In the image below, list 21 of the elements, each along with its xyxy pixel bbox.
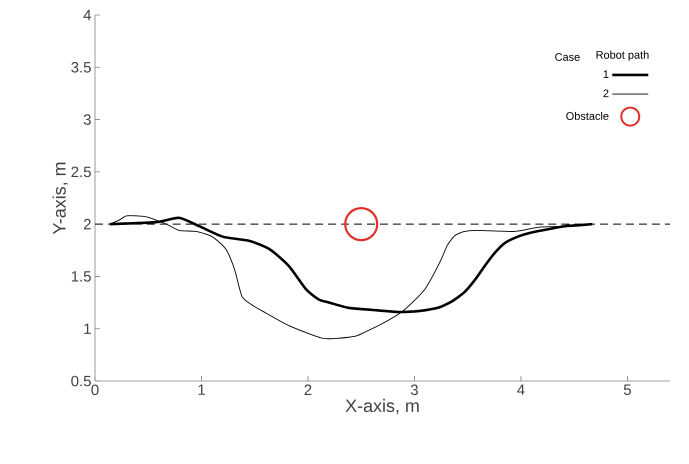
- legend-title: Case: [555, 53, 580, 61]
- y-tick-label: 0.5: [71, 376, 91, 386]
- x-tick-label: 5: [624, 384, 631, 395]
- y-tick-label: 2.5: [71, 166, 91, 178]
- y-tick-label: 1: [84, 324, 91, 334]
- y-axis-title: Y-axis, m: [52, 162, 68, 234]
- y-tick-label: 3.5: [71, 62, 91, 73]
- x-tick-label: 4: [517, 384, 525, 395]
- legend-label: Obstacle: [566, 112, 608, 120]
- y-tick-label: 1.5: [72, 271, 91, 282]
- y-tick-label: 4: [84, 10, 92, 20]
- legend-label: 1: [604, 70, 608, 78]
- legend-label: 2: [603, 89, 608, 98]
- y-tick-label: 2: [84, 218, 91, 230]
- x-tick-label: 2: [304, 384, 312, 395]
- x-axis-title: X-axis, m: [346, 398, 419, 414]
- x-tick-label: 1: [198, 384, 205, 395]
- annotation: Robot path: [596, 50, 648, 61]
- x-tick-label: 0: [91, 384, 99, 396]
- y-tick-label: 3: [84, 114, 91, 125]
- x-tick-label: 3: [410, 384, 418, 396]
